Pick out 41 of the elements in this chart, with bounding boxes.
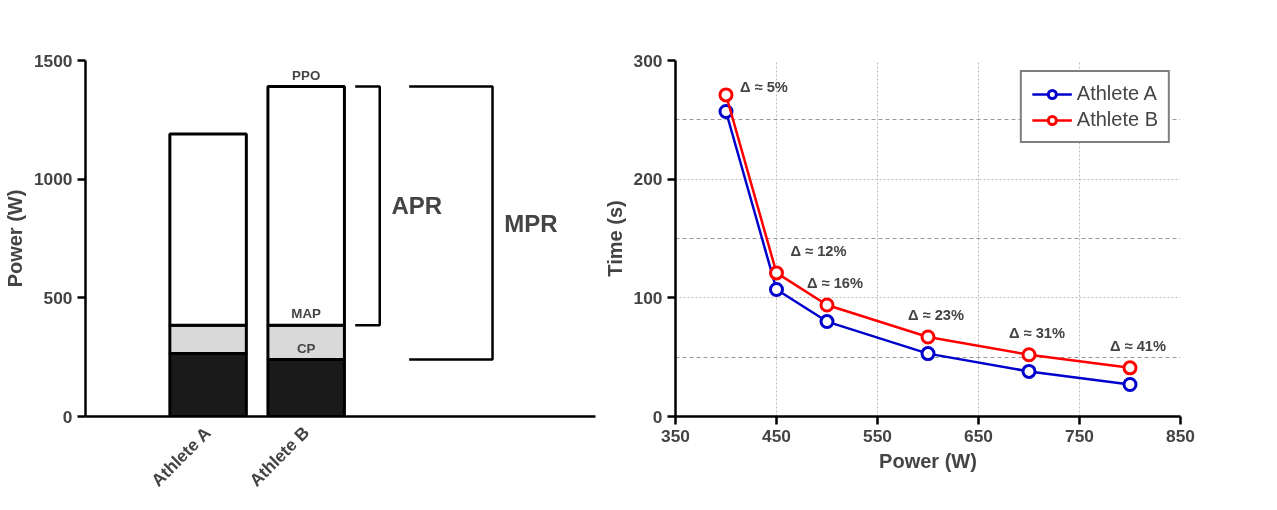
annotation: Δ ≈ 31% — [1008, 324, 1066, 341]
y-tick-label: 300 — [633, 50, 663, 71]
x-axis-title: Power (W) — [879, 449, 977, 472]
text: MPR — [504, 209, 558, 237]
y-tick-label: 100 — [633, 287, 663, 308]
point — [769, 282, 784, 298]
x-tick-label: 650 — [964, 425, 993, 446]
annotation: Δ ≈ 16% — [806, 274, 864, 291]
annotation: Δ ≈ 5% — [740, 78, 788, 95]
y-axis-title: Time (s) — [603, 200, 626, 277]
point — [1021, 347, 1037, 363]
annotation: Δ ≈ 41% — [1109, 337, 1167, 354]
point — [819, 297, 835, 313]
annotation: PPO — [292, 67, 321, 83]
point — [819, 314, 835, 330]
annotation: CP — [296, 340, 316, 356]
y-tick-label: 500 — [43, 287, 73, 308]
point — [769, 265, 784, 281]
y-tick-label: 0 — [652, 406, 663, 427]
annotation: Δ ≈ 23% — [907, 306, 965, 323]
legend-label: Athlete B — [1076, 108, 1158, 131]
point — [920, 329, 936, 345]
point — [718, 87, 734, 103]
x-tick-label: 850 — [1166, 425, 1195, 446]
point — [1122, 376, 1138, 392]
x-tick-label: 350 — [661, 425, 690, 446]
y-axis-title: Power (W) — [3, 189, 26, 288]
y-tick-label: 200 — [633, 169, 663, 190]
y-tick-label: 0 — [62, 406, 73, 427]
point — [1122, 360, 1138, 376]
x-tick-label: 450 — [762, 425, 791, 446]
annotation: MAP — [291, 306, 322, 322]
annotation: Δ ≈ 12% — [790, 242, 847, 259]
y-tick-label: 1000 — [33, 169, 73, 190]
point — [1021, 363, 1037, 379]
text: APR — [391, 192, 443, 220]
legend-label: Athlete A — [1076, 82, 1157, 105]
y-tick-label: 1500 — [33, 50, 73, 71]
point — [920, 346, 936, 362]
x-tick-label: 750 — [1065, 425, 1094, 446]
x-tick-label: 550 — [863, 425, 892, 446]
